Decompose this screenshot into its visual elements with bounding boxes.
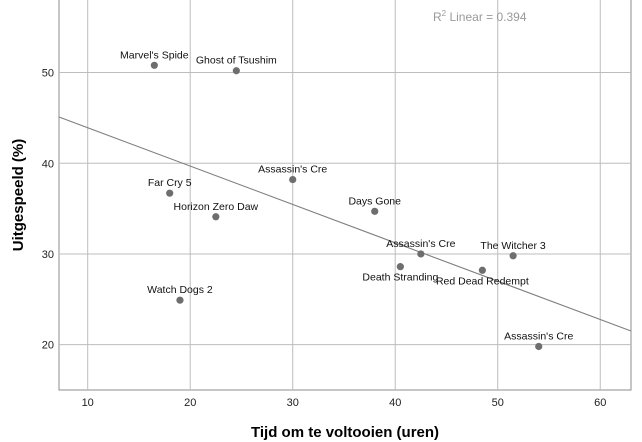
data-point-label: Ghost of Tsushim xyxy=(196,55,277,67)
data-point xyxy=(371,207,379,215)
data-point-label: Assassin's Cre xyxy=(258,164,327,176)
y-tick-label: 40 xyxy=(42,158,54,170)
data-points xyxy=(150,61,543,351)
y-axis-title: Uitgespeeld (%) xyxy=(10,139,27,252)
x-tick-label: 60 xyxy=(594,397,606,409)
data-point xyxy=(166,189,174,197)
x-tick-labels: 10 20 30 40 50 60 xyxy=(82,397,607,409)
data-point-label: Marvel's Spide xyxy=(120,49,189,61)
data-point xyxy=(509,252,517,260)
fit-line xyxy=(58,116,632,332)
data-point-label: Death Stranding xyxy=(362,272,438,284)
x-axis-title: Tijd om te voltooien (uren) xyxy=(251,424,439,441)
x-tick-label: 20 xyxy=(184,397,196,409)
fit-line-group xyxy=(58,116,632,332)
data-point-label: Assassin's Cre xyxy=(504,330,573,342)
y-tick-label: 20 xyxy=(42,340,54,352)
x-tick-label: 40 xyxy=(389,397,401,409)
r-squared-annotation: R2 Linear = 0.394 xyxy=(433,9,527,24)
x-tick-label: 10 xyxy=(82,397,94,409)
y-tick-label: 30 xyxy=(42,249,54,261)
data-point xyxy=(232,67,240,75)
x-tick-label: 30 xyxy=(287,397,299,409)
data-point-label: Red Dead Redempt xyxy=(436,275,529,287)
data-point xyxy=(417,250,425,258)
y-tick-label: 50 xyxy=(42,68,54,80)
data-point xyxy=(396,263,404,271)
data-point-label: Watch Dogs 2 xyxy=(147,284,213,296)
data-point xyxy=(176,296,184,304)
data-point-label: Far Cry 5 xyxy=(148,177,192,189)
data-point xyxy=(478,266,486,274)
data-point xyxy=(212,213,220,221)
data-point-label: Days Gone xyxy=(348,195,401,207)
data-point-label: Horizon Zero Daw xyxy=(174,201,259,213)
data-point xyxy=(535,342,543,351)
data-point-label: The Witcher 3 xyxy=(480,240,546,252)
x-tick-label: 50 xyxy=(492,397,504,409)
data-point-label: Assassin's Cre xyxy=(386,238,455,250)
grid-lines xyxy=(59,0,631,390)
y-tick-labels: 20 30 40 50 xyxy=(42,68,54,352)
data-point xyxy=(150,61,158,69)
data-point xyxy=(289,175,297,184)
point-labels: Marvel's Spide Ghost of Tsushim Far Cry 5 H… xyxy=(120,49,573,342)
